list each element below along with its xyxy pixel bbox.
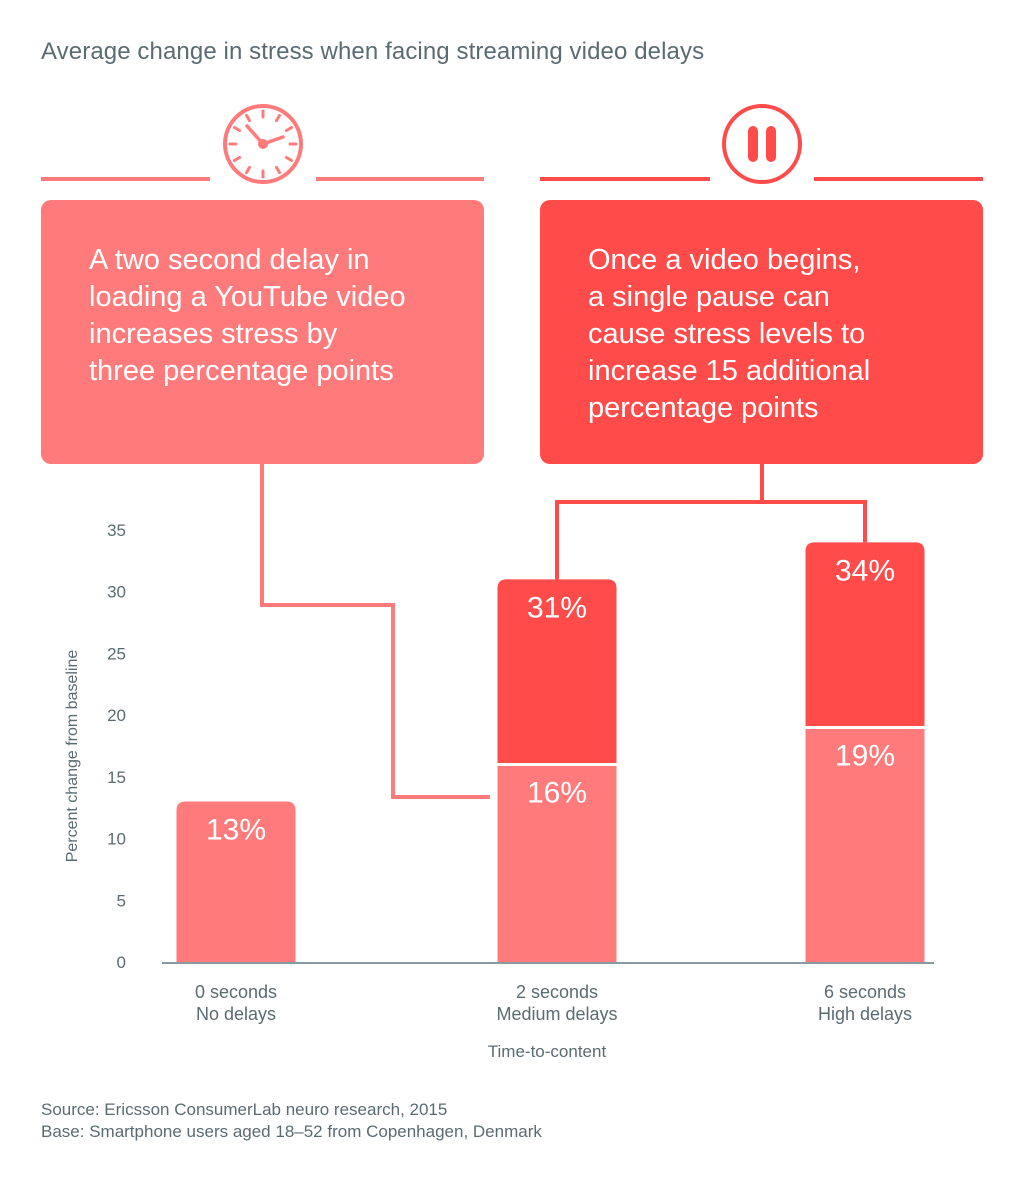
pause-bar xyxy=(748,126,758,162)
header-decorations xyxy=(41,104,983,184)
x-tick-label: Medium delays xyxy=(496,1004,617,1024)
y-axis-label: Percent change from baseline xyxy=(64,650,81,863)
axes-group: 0 5 10 15 20 25 30 35 Percent change from baseli… xyxy=(64,521,934,1061)
callout-right-line: cause stress levels to xyxy=(588,318,866,350)
source-note: Source: Ericsson ConsumerLab neuro resea… xyxy=(41,1099,542,1143)
callout-right-line: a single pause can xyxy=(588,281,830,313)
callout-left-line: loading a YouTube video xyxy=(89,281,406,313)
clock-tick xyxy=(275,113,281,123)
bars-group: 13% 16% 31% 19% 34% xyxy=(176,542,925,962)
bar-stack: 16% 31% xyxy=(497,579,617,962)
callout-left-line: increases stress by xyxy=(89,318,338,350)
callout-single-pause: Once a video begins, a single pause can ca… xyxy=(540,200,983,464)
x-tick-label: High delays xyxy=(818,1004,912,1024)
clock-tick xyxy=(284,156,294,162)
clock-face xyxy=(223,104,303,184)
clock-icon xyxy=(223,104,303,184)
callout-two-second-delay: A two second delay in loading a YouTube v… xyxy=(41,200,484,464)
pause-bar xyxy=(766,126,776,162)
y-tick-label: 35 xyxy=(107,521,126,540)
source-line: Source: Ericsson ConsumerLab neuro resea… xyxy=(41,1100,448,1119)
bar-segment-pause xyxy=(497,579,617,765)
data-label: 16% xyxy=(527,777,587,810)
y-tick-label: 0 xyxy=(117,953,126,972)
clock-tick xyxy=(275,165,281,175)
callout-left-line: three percentage points xyxy=(89,355,394,387)
x-axis-label: Time-to-content xyxy=(488,1042,607,1061)
clock-tick xyxy=(232,126,242,132)
callout-right-line: percentage points xyxy=(588,392,819,424)
bar-stack: 13% xyxy=(176,801,296,962)
y-tick-label: 10 xyxy=(107,830,126,849)
callout-left-line: A two second delay in xyxy=(89,244,370,276)
y-tick-label: 5 xyxy=(117,891,126,910)
y-tick-label: 25 xyxy=(107,644,126,663)
callout-right-line: Once a video begins, xyxy=(588,244,861,276)
bar-segment-base xyxy=(805,727,925,962)
callout-right-line: increase 15 additional xyxy=(588,355,871,387)
clock-tick xyxy=(245,113,251,123)
x-tick-label: 2 seconds xyxy=(516,982,598,1002)
pause-icon xyxy=(722,104,802,184)
clock-tick xyxy=(232,156,242,162)
chart-title: Average change in stress when facing str… xyxy=(41,38,705,65)
bar-segment-base xyxy=(176,801,296,962)
connector-left xyxy=(260,464,490,799)
pause-ring xyxy=(722,104,802,184)
connector-right xyxy=(555,464,867,580)
bar-stack: 19% 34% xyxy=(805,542,925,962)
y-tick-label: 15 xyxy=(107,768,126,787)
data-label: 34% xyxy=(835,554,895,587)
data-label: 13% xyxy=(206,814,266,847)
bar-segment-base xyxy=(497,764,617,962)
clock-tick xyxy=(284,126,294,132)
x-tick-label: 0 seconds xyxy=(195,982,277,1002)
data-label: 19% xyxy=(835,739,895,772)
bar-segment-pause xyxy=(805,542,925,728)
connector-lines xyxy=(260,464,867,799)
clock-center xyxy=(258,139,268,149)
x-tick-label: 6 seconds xyxy=(824,982,906,1002)
x-tick-label: No delays xyxy=(196,1004,276,1024)
data-label: 31% xyxy=(527,591,587,624)
y-tick-label: 30 xyxy=(107,583,126,602)
clock-tick xyxy=(245,165,251,175)
y-tick-label: 20 xyxy=(107,706,126,725)
base-line: Base: Smartphone users aged 18–52 from C… xyxy=(41,1122,542,1141)
